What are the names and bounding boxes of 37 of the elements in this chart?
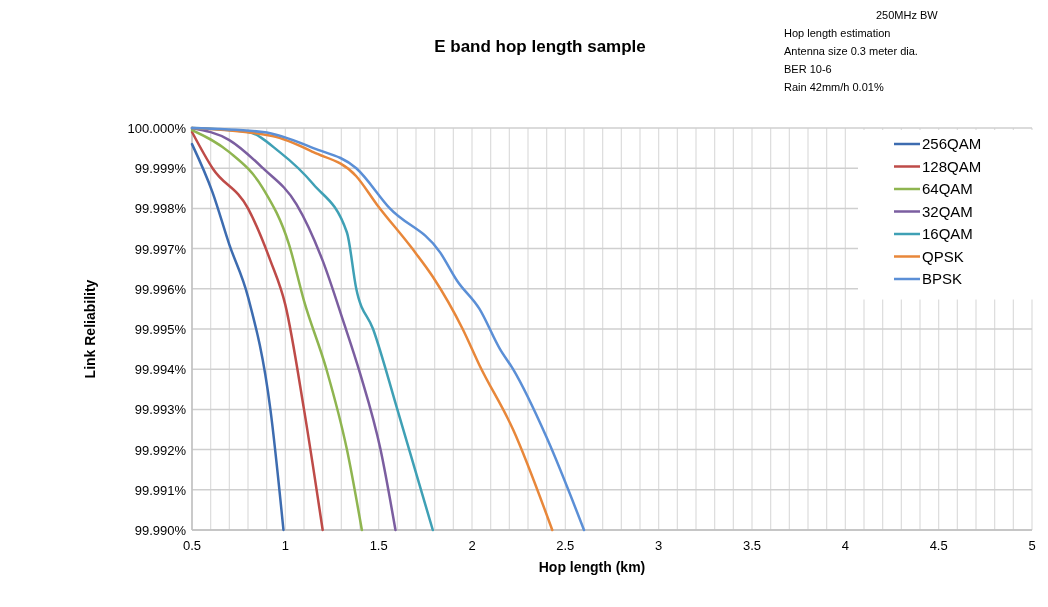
legend-label: QPSK — [922, 247, 964, 265]
text: Rain 42mm/h 0.01% — [784, 81, 884, 93]
x-axis-title: Hop length (km) — [538, 559, 646, 575]
legend-label: 16QAM — [922, 225, 973, 242]
legend-label: BPSK — [922, 270, 963, 287]
x-tick-label: 5 — [1028, 538, 1036, 553]
legend-label: 128QAM — [922, 157, 982, 175]
x-tick-label: 1 — [281, 538, 289, 553]
legend-label: 256QAM — [922, 135, 982, 152]
x-tick-label: 4 — [841, 538, 849, 553]
text: Antenna size 0.3 meter dia. — [784, 45, 918, 57]
text: 250MHz BW — [876, 9, 939, 21]
x-tick-label: 3 — [655, 538, 663, 553]
y-tick-label: 99.991% — [134, 482, 187, 498]
y-tick-label: 99.992% — [134, 442, 187, 458]
x-tick-label: 2.5 — [556, 538, 575, 553]
y-tick-label: 99.996% — [134, 281, 187, 297]
y-tick-label: 99.995% — [134, 322, 187, 337]
legend-label: 64QAM — [922, 180, 973, 197]
y-tick-label: 99.994% — [134, 362, 187, 378]
y-tick-label: 99.990% — [134, 523, 187, 538]
line-series — [190, 142, 285, 532]
y-axis-title: Link Reliability — [82, 279, 98, 379]
x-tick-label: 3.5 — [742, 538, 762, 553]
y-tick-label: 99.999% — [134, 161, 187, 177]
y-tick-label: 100.000% — [127, 121, 187, 136]
y-tick-label: 99.997% — [134, 241, 187, 257]
x-tick-label: 2 — [468, 538, 476, 553]
x-tick-label: 4.5 — [929, 538, 948, 553]
chart-title: E band hop length sample — [434, 37, 646, 56]
legend-label: 32QAM — [922, 202, 973, 220]
text: BER 10-6 — [784, 63, 832, 75]
text: Hop length estimation — [784, 27, 891, 39]
x-tick-label: 0.5 — [182, 538, 202, 553]
x-tick-label: 1.5 — [369, 538, 388, 553]
y-tick-label: 99.993% — [134, 402, 187, 418]
y-tick-label: 99.998% — [134, 201, 187, 217]
